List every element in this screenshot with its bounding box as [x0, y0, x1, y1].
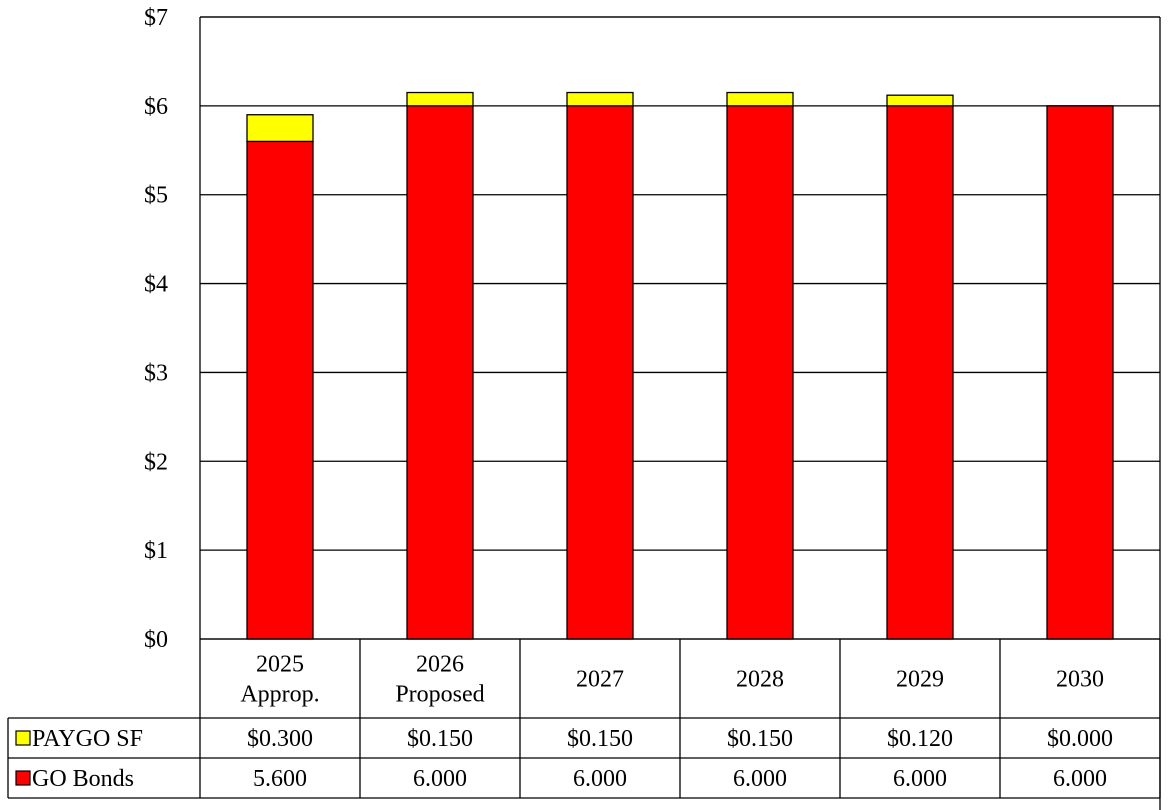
- table-cell-value: $0.150: [727, 726, 793, 752]
- y-tick-label: $7: [144, 5, 168, 31]
- y-tick-label: $0: [144, 627, 168, 653]
- legend-swatch: [15, 730, 31, 746]
- x-category-label: 2030: [1056, 667, 1104, 693]
- x-category-label: 2025: [256, 652, 304, 678]
- table-cell-value: $0.150: [567, 726, 633, 752]
- table-cell-value: $0.150: [407, 726, 473, 752]
- x-category-label: 2027: [576, 667, 624, 693]
- table-cell-value: 6.000: [1053, 766, 1107, 792]
- table-cell-value: $0.300: [247, 726, 313, 752]
- y-tick-label: $3: [144, 360, 168, 386]
- y-tick-label: $1: [144, 538, 168, 564]
- axes: $0 $1 $2 $3 $4 $5 $6 $7: [144, 5, 1161, 810]
- x-category-label: Approp.: [240, 682, 319, 708]
- bars: [246, 91, 1114, 640]
- bar-segment: [566, 91, 634, 107]
- legend-label: PAYGO SF: [32, 726, 143, 752]
- data-table: 2025 Approp. 2026 Proposed 2027 2028 2029 2030 P…: [7, 638, 1161, 799]
- table-cell-value: 6.000: [733, 766, 787, 792]
- y-tick-label: $5: [144, 183, 168, 209]
- bar-segment: [246, 140, 314, 640]
- table-cell-value: $0.120: [887, 726, 953, 752]
- x-category-label: 2029: [896, 667, 944, 693]
- bar-segment: [886, 105, 954, 640]
- legend-label: GO Bonds: [32, 766, 134, 792]
- y-tick-label: $2: [144, 449, 168, 475]
- gridlines: [200, 16, 1160, 640]
- bar-segment: [726, 91, 794, 107]
- bar-segment: [726, 105, 794, 640]
- bar-segment: [566, 105, 634, 640]
- bar-segment: [406, 91, 474, 107]
- bar-segment: [406, 105, 474, 640]
- y-tick-label: $6: [144, 94, 168, 120]
- table-cell-value: $0.000: [1047, 726, 1113, 752]
- y-tick-label: $4: [144, 272, 168, 298]
- table-cell-value: 6.000: [893, 766, 947, 792]
- table-cell-value: 6.000: [573, 766, 627, 792]
- bar-segment: [886, 94, 954, 107]
- table-cell-value: 5.600: [253, 766, 307, 792]
- x-category-label: 2028: [736, 667, 784, 693]
- bar-segment: [246, 114, 314, 143]
- legend-swatch: [15, 770, 31, 786]
- table-cell-value: 6.000: [413, 766, 467, 792]
- x-category-label: Proposed: [395, 682, 484, 708]
- x-category-label: 2026: [416, 652, 464, 678]
- bar-segment: [1046, 105, 1114, 640]
